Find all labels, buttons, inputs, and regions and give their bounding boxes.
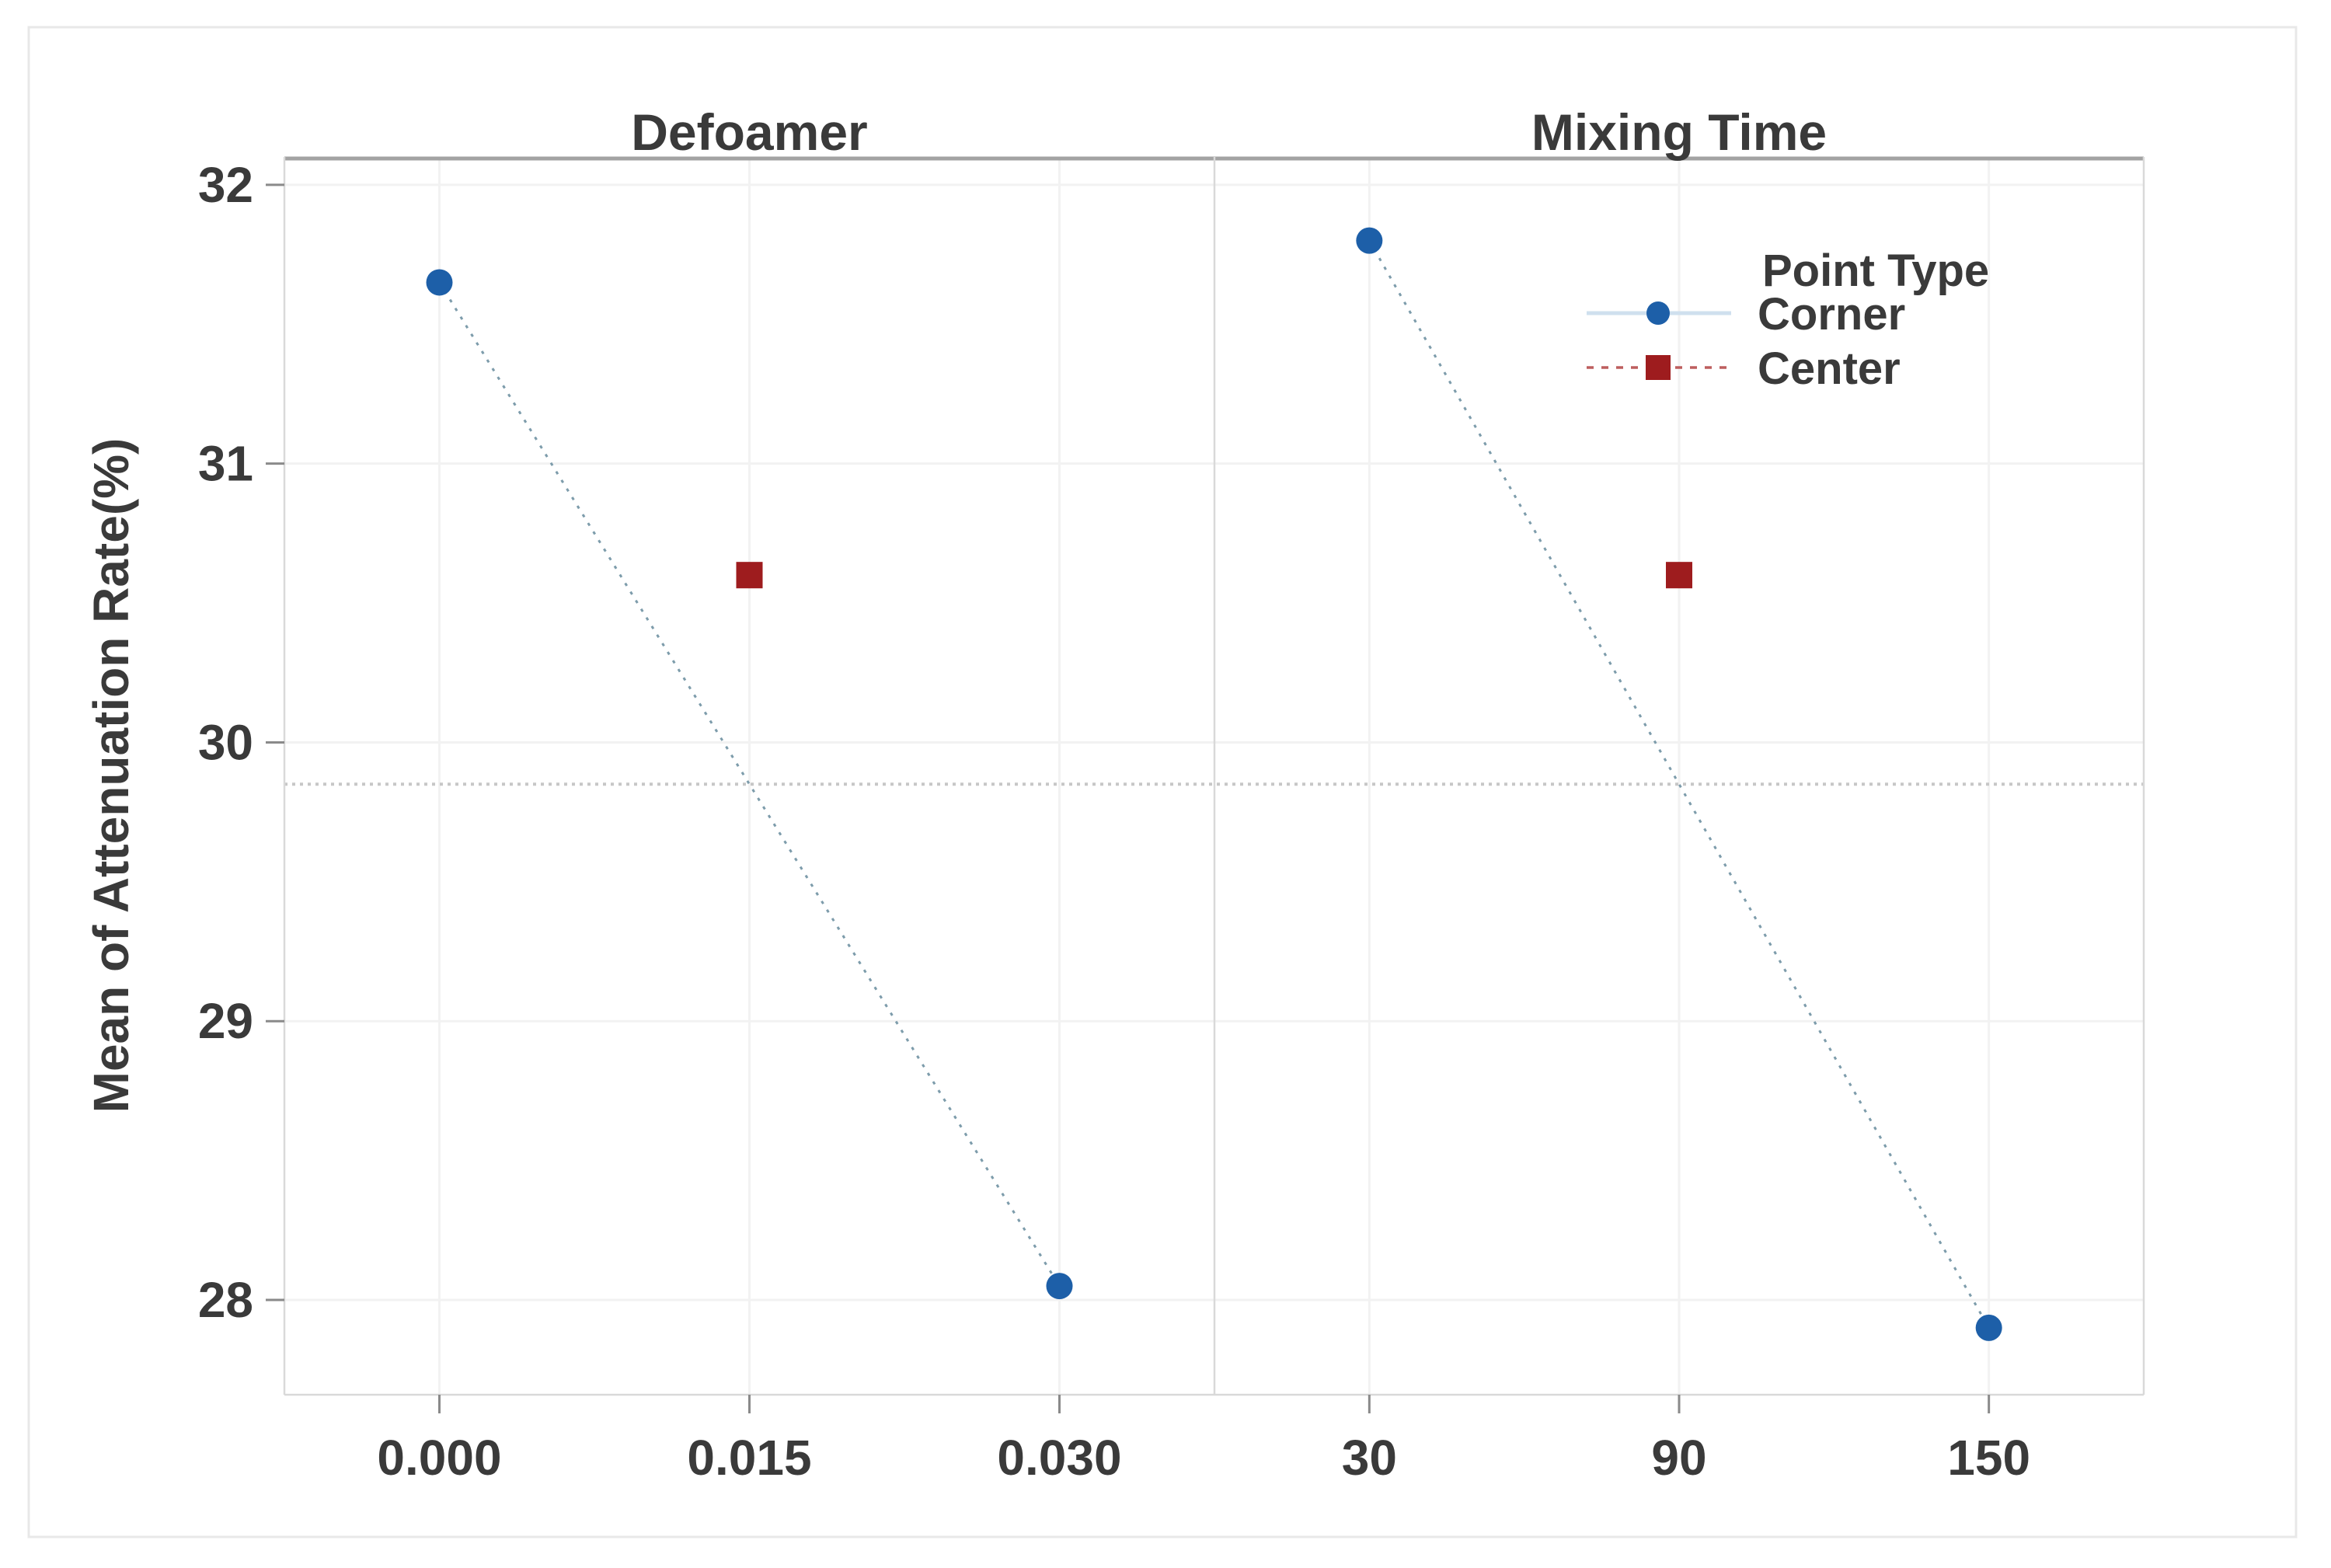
legend-center-marker [1646, 355, 1671, 380]
legend-entry-label: Center [1758, 343, 1901, 394]
x-tick-label: 0.015 [687, 1430, 811, 1486]
gridlines [284, 157, 2144, 1395]
x-tick-label: 90 [1651, 1430, 1706, 1486]
figure-frame [27, 26, 2298, 1538]
center-point [736, 562, 763, 589]
y-tick-label: 29 [198, 993, 253, 1049]
panel-mixing-time: Mixing Time 30 90 150 [1342, 103, 2030, 1486]
x-tick-label: 150 [1947, 1430, 2030, 1486]
y-tick-label: 28 [198, 1272, 253, 1328]
corner-point [1975, 1314, 2002, 1341]
x-tick-label: 0.030 [997, 1430, 1121, 1486]
y-tick-label: 32 [198, 157, 253, 213]
corner-point [1356, 227, 1383, 254]
y-tick-label: 30 [198, 714, 253, 770]
legend-corner-marker [1646, 301, 1670, 325]
legend-title: Point Type [1762, 246, 1989, 296]
y-tick-label: 31 [198, 436, 253, 492]
panel-title: Mixing Time [1531, 103, 1827, 161]
corner-connector-line [1368, 239, 1990, 1329]
center-point [1666, 562, 1692, 589]
panel-defoamer: Defoamer 0.000 0.015 0.030 [377, 103, 1121, 1486]
panel-title: Defoamer [631, 103, 867, 161]
x-tick-label: 0.000 [377, 1430, 501, 1486]
y-axis-label: Mean of Attenuation Rate(%) [83, 438, 139, 1113]
legend-entry-label: Corner [1758, 289, 1905, 340]
corner-point [426, 269, 453, 296]
corner-point [1046, 1273, 1073, 1300]
x-tick-label: 30 [1342, 1430, 1397, 1486]
